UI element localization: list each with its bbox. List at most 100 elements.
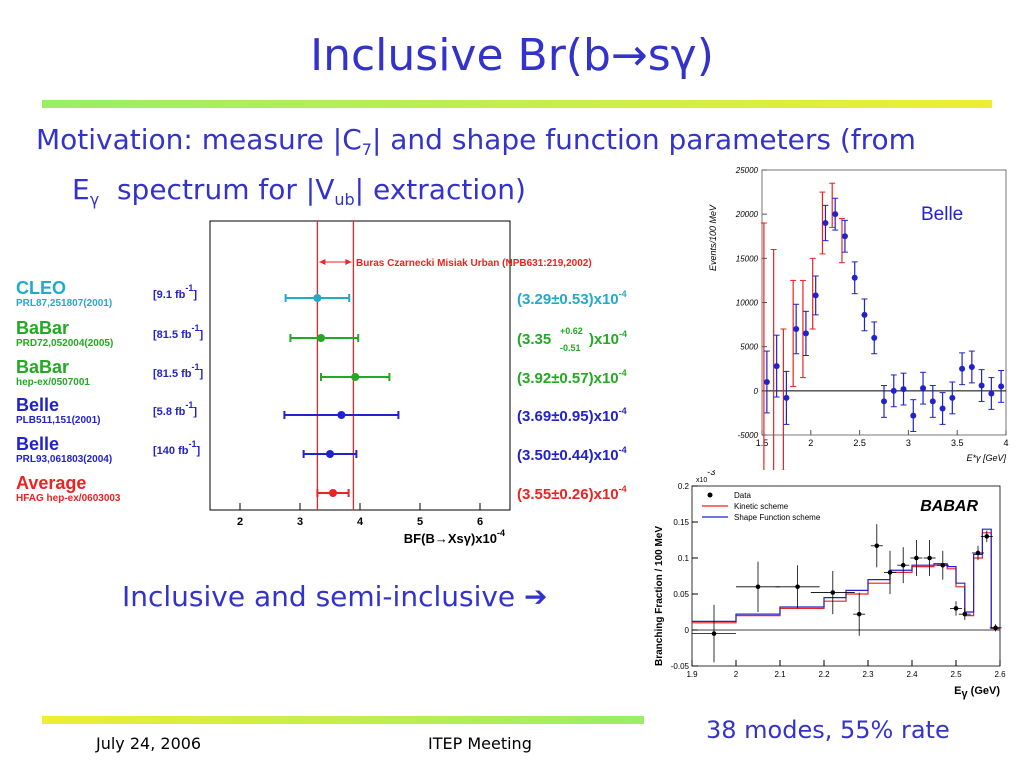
belle-x-tick-label: 2.5 (853, 438, 866, 448)
comp-x-tick-label: 3 (297, 516, 303, 528)
entry-name: CLEO (16, 278, 66, 298)
babar-data-point (940, 562, 946, 568)
belle-blue-point (929, 398, 936, 405)
belle-blue-point (812, 292, 819, 299)
babar-data-point (711, 631, 717, 636)
footer-meeting: ITEP Meeting (428, 734, 532, 753)
entry-point (329, 489, 337, 497)
belle-blue-point (881, 398, 887, 405)
belle-blue-point (773, 363, 780, 370)
inclusive-caption: Inclusive and semi-inclusive ➔ (122, 580, 548, 613)
entry-result: (3.55±0.26)x10-4 (517, 484, 627, 503)
motivation-text: Motivation: measure |C7| and shape funct… (36, 120, 996, 220)
babar-data-point (830, 590, 836, 595)
entry-result-err-lo: -0.51 (560, 343, 581, 353)
entry-result: (3.92±0.57)x10-4 (517, 368, 627, 387)
babar-y-tick-label: 0.1 (678, 554, 690, 563)
entry-point (326, 450, 334, 458)
entry-ref: HFAG hep-ex/0603003 (16, 493, 121, 504)
entry-ref: PLB511,151(2001) (16, 415, 101, 426)
belle-bg (706, 165, 1018, 470)
belle-blue-point (890, 387, 897, 394)
babar-y-tick-label: 0.15 (673, 518, 689, 527)
belle-x-tick-label: 2 (808, 438, 813, 448)
comp-x-tick-label: 5 (417, 516, 423, 528)
babar-x-tick-label: 2.5 (950, 670, 962, 679)
entry-point (317, 334, 325, 342)
entry-lumi: [9.1 fb-1] (153, 283, 197, 301)
entry-result: (3.29±0.53)x10-4 (517, 289, 627, 308)
belle-y-tick-label: -5000 (738, 431, 759, 440)
belle-y-axis-label: Events/100 MeV (708, 204, 718, 271)
footer-date: July 24, 2006 (96, 734, 202, 753)
entry-result-err-hi: +0.62 (560, 326, 583, 336)
babar-data-point (755, 584, 761, 590)
belle-x-axis-label: E*γ [GeV] (966, 453, 1006, 463)
entry-ref: PRL93,061803(2004) (16, 454, 112, 465)
entry-result: (3.69±0.95)x10-4 (517, 406, 627, 425)
belle-blue-point (978, 382, 985, 389)
entry-ref: PRL87,251807(2001) (16, 298, 112, 309)
modes-caption: 38 modes, 55% rate (706, 716, 950, 744)
babar-x-tick-label: 2.2 (818, 670, 830, 679)
entry-name: BaBar (16, 357, 69, 377)
entry-lumi: [140 fb-1] (153, 439, 200, 457)
belle-blue-point (900, 386, 907, 393)
belle-blue-point (998, 383, 1005, 390)
babar-legend-kinetic: Kinetic scheme (734, 502, 789, 511)
babar-frame (691, 485, 1001, 667)
entry-ref: PRD72,052004(2005) (16, 338, 113, 349)
belle-y-tick-label: 15000 (736, 254, 759, 263)
belle-blue-point (793, 326, 800, 332)
babar-x-tick-label: 2.3 (862, 670, 874, 679)
belle-blue-point (949, 394, 956, 401)
entry-name: BaBar (16, 318, 69, 338)
babar-x-tick-label: 2.1 (774, 670, 786, 679)
babar-data-point (887, 570, 893, 575)
babar-data-point (984, 534, 990, 539)
entry-result-tail: )x10-4 (589, 329, 627, 348)
babar-data-point (962, 611, 968, 617)
band-label: Buras Czarnecki Misiak Urban (NPB631:219… (356, 258, 592, 269)
belle-blue-point (939, 405, 946, 412)
comp-x-axis-label: BF(B→Xsγ)x10-4 (404, 528, 505, 546)
babar-spectrum-chart: -0.05 0 0.05 0.1 0.15 0.2 1.9 2 2.1 2.2 2.3 2.4 2.5 2… (648, 470, 1020, 702)
babar-x-tick-label: 2 (734, 670, 739, 679)
footer-divider (42, 716, 644, 724)
title-divider (42, 100, 992, 108)
entry-point (337, 411, 346, 419)
belle-x-tick-label: 3.5 (951, 438, 964, 448)
babar-data-point (795, 584, 800, 590)
entry-name: Average (16, 473, 86, 493)
belle-blue-point (861, 311, 868, 318)
babar-shape-curve (692, 528, 1000, 629)
entry-name: Belle (16, 434, 59, 454)
belle-y-tick-label: 25000 (735, 166, 759, 175)
babar-legend-shape: Shape Function scheme (734, 513, 821, 522)
belle-blue-point (920, 385, 927, 392)
belle-blue-point (783, 394, 790, 401)
belle-y-tick-label: 10000 (736, 299, 759, 308)
comp-x-tick-label: 4 (357, 516, 364, 528)
babar-brand-label: BABAR (920, 498, 978, 515)
babar-x-tick-label: 2.6 (994, 670, 1006, 679)
belle-x-tick-label: 4 (1003, 438, 1008, 448)
babar-legend-data: Data (734, 491, 751, 500)
entry-result: (3.50±0.44)x10-4 (517, 445, 627, 464)
babar-y-tick-label: 0.05 (673, 590, 689, 599)
belle-blue-point (871, 334, 878, 341)
belle-blue-point (763, 379, 770, 385)
belle-x-tick-label: 3 (906, 438, 911, 448)
babar-data-point (953, 606, 959, 611)
babar-data-point (914, 555, 919, 561)
entry-lumi: [5.8 fb-1] (153, 400, 197, 418)
babar-x-tick-label: 1.9 (686, 670, 698, 679)
babar-legend-data-marker (707, 492, 713, 498)
bf-compilation-chart: 2 3 4 5 6BF(B→Xsγ)x10-4 Buras Czarnecki Misia… (16, 220, 627, 546)
entry-ref: hep-ex/0507001 (16, 377, 90, 388)
entry-result: (3.35 (517, 331, 551, 348)
comp-x-tick-label: 2 (237, 516, 243, 528)
babar-x-tick-label: 2.4 (906, 670, 918, 679)
belle-y-tick-label: 20000 (735, 210, 759, 219)
babar-data-point (927, 555, 932, 561)
